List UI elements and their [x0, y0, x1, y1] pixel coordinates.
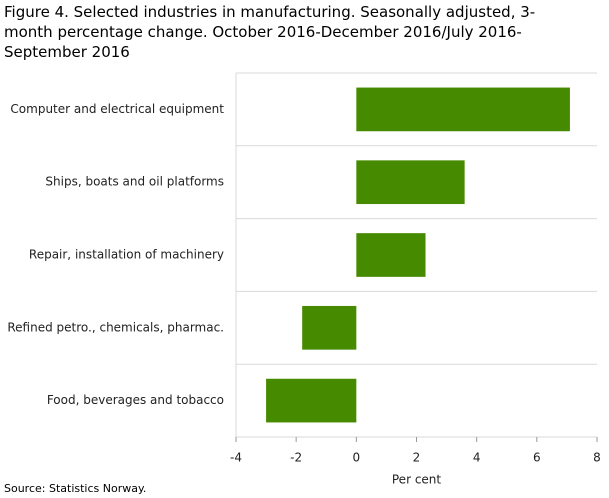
chart-title: Figure 4. Selected industries in manufac…	[4, 3, 536, 61]
bar	[356, 233, 426, 277]
y-tick-label: Computer and electrical equipment	[10, 102, 224, 116]
x-tick-label: 0	[353, 451, 361, 465]
bar	[356, 160, 465, 205]
x-tick-label: -2	[290, 451, 302, 465]
x-tick-label: 8	[593, 451, 601, 465]
bar	[302, 305, 357, 350]
x-axis-label: Per cent	[392, 473, 442, 487]
x-tick-label: 2	[413, 451, 421, 465]
y-tick-label: Food, beverages and tobacco	[47, 393, 224, 407]
y-tick-label: Refined petro., chemicals, pharmac.	[7, 320, 224, 334]
y-tick-label: Repair, installation of machinery	[29, 248, 224, 262]
bar	[356, 87, 570, 132]
x-tick-label: 6	[533, 451, 541, 465]
x-tick-label: 4	[473, 451, 481, 465]
source-note: Source: Statistics Norway.	[4, 482, 147, 495]
y-tick-label: Ships, boats and oil platforms	[45, 175, 224, 189]
x-tick-label: -4	[230, 451, 242, 465]
bar	[266, 378, 357, 423]
